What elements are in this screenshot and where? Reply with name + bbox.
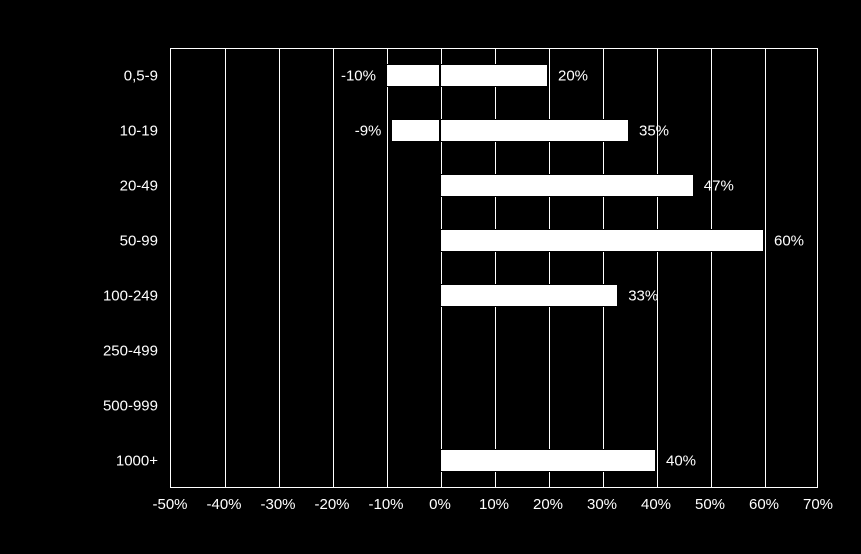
x-tick-label: -20% (314, 496, 349, 513)
x-gridline (225, 49, 226, 487)
y-tick-label: 500-999 (103, 397, 158, 414)
y-tick-label: 20-49 (120, 177, 158, 194)
x-tick-label: -30% (260, 496, 295, 513)
bar-value-label: 47% (704, 177, 734, 194)
x-tick-label: -40% (206, 496, 241, 513)
x-gridline (441, 49, 442, 487)
bar-positive (440, 64, 548, 87)
x-tick-label: 50% (695, 496, 725, 513)
bar-value-label: 20% (558, 67, 588, 84)
bar-value-label: 40% (666, 452, 696, 469)
bar-value-label: -9% (355, 122, 382, 139)
y-tick-label: 50-99 (120, 232, 158, 249)
y-tick-label: 0,5-9 (124, 67, 158, 84)
x-tick-label: -50% (152, 496, 187, 513)
bar-value-label: 35% (639, 122, 669, 139)
plot-area (170, 48, 818, 488)
bar-positive (440, 229, 764, 252)
y-tick-label: 10-19 (120, 122, 158, 139)
x-tick-label: 20% (533, 496, 563, 513)
chart-container: -50% -40% -30% -20% -10% 0% 10% 20% 30% 40% 50% 60%… (0, 0, 861, 554)
x-gridline (279, 49, 280, 487)
bar-negative (391, 119, 440, 142)
x-gridline (387, 49, 388, 487)
bar-value-label: 33% (628, 287, 658, 304)
bar-positive (440, 174, 694, 197)
x-gridline (765, 49, 766, 487)
x-tick-label: 70% (803, 496, 833, 513)
x-gridline (495, 49, 496, 487)
x-gridline (333, 49, 334, 487)
x-gridline (603, 49, 604, 487)
bar-value-label: 60% (774, 232, 804, 249)
x-tick-label: 0% (429, 496, 451, 513)
x-tick-label: 30% (587, 496, 617, 513)
x-gridline (549, 49, 550, 487)
bar-positive (440, 284, 618, 307)
bar-positive (440, 449, 656, 472)
x-gridline (711, 49, 712, 487)
x-gridline (657, 49, 658, 487)
x-tick-label: 60% (749, 496, 779, 513)
bar-negative (386, 64, 440, 87)
x-tick-label: 40% (641, 496, 671, 513)
y-tick-label: 250-499 (103, 342, 158, 359)
bar-value-label: -10% (341, 67, 376, 84)
x-tick-label: -10% (368, 496, 403, 513)
bar-positive (440, 119, 629, 142)
x-tick-label: 10% (479, 496, 509, 513)
y-tick-label: 1000+ (116, 452, 158, 469)
y-tick-label: 100-249 (103, 287, 158, 304)
